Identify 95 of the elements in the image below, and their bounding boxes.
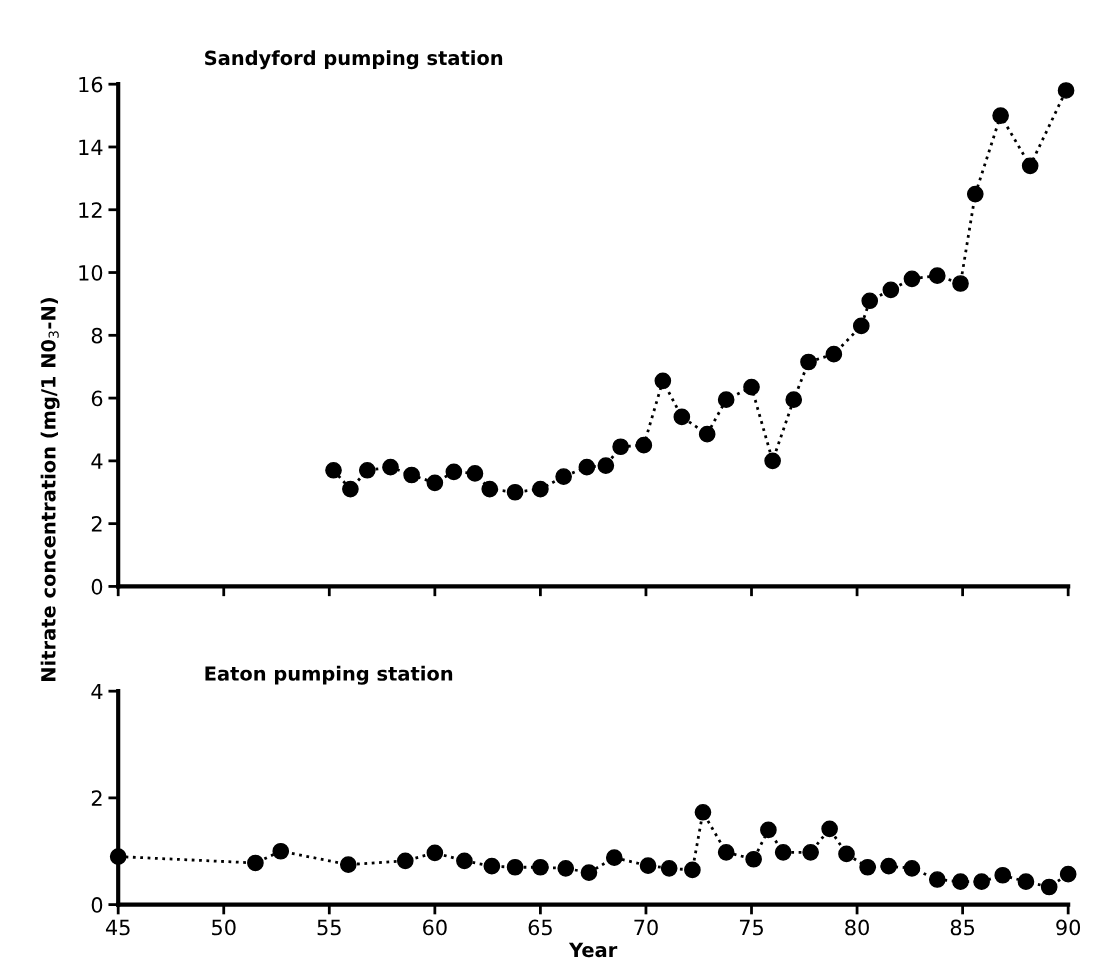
point bbox=[578, 458, 596, 476]
point bbox=[580, 864, 598, 881]
point bbox=[928, 267, 946, 285]
x-tick-label: 50 bbox=[212, 919, 236, 936]
y-tick-label: 2 bbox=[91, 790, 102, 806]
x-tick-label: 70 bbox=[634, 919, 658, 936]
point bbox=[403, 466, 420, 484]
point bbox=[1057, 82, 1075, 99]
point bbox=[698, 425, 716, 443]
point bbox=[325, 461, 342, 479]
y-tick-label: 2 bbox=[91, 516, 102, 532]
point bbox=[717, 391, 735, 408]
point bbox=[426, 474, 444, 492]
point bbox=[247, 854, 264, 872]
point bbox=[952, 275, 969, 292]
point bbox=[764, 452, 781, 470]
point bbox=[1021, 157, 1039, 175]
point bbox=[859, 858, 876, 876]
y-tick-label: 12 bbox=[79, 202, 102, 218]
x-tick-label: 90 bbox=[1056, 919, 1081, 936]
point bbox=[928, 871, 946, 888]
point bbox=[880, 857, 898, 875]
y-tick-label: 0 bbox=[91, 578, 103, 595]
point bbox=[358, 461, 376, 479]
point bbox=[557, 859, 575, 877]
point bbox=[342, 480, 359, 498]
x-axis-title: Year bbox=[568, 942, 618, 958]
point bbox=[774, 843, 792, 861]
point bbox=[952, 873, 969, 890]
y-tick-label: 6 bbox=[91, 390, 103, 407]
y-tick-label: 0 bbox=[91, 897, 103, 913]
point bbox=[973, 873, 990, 890]
point bbox=[483, 857, 501, 875]
point bbox=[426, 844, 444, 862]
point bbox=[694, 803, 712, 821]
point bbox=[466, 465, 484, 482]
point bbox=[445, 463, 463, 481]
x-tick-label: 75 bbox=[739, 919, 763, 936]
point bbox=[717, 843, 735, 861]
point bbox=[992, 107, 1009, 124]
point bbox=[635, 436, 653, 454]
y-tick-label: 16 bbox=[79, 76, 103, 93]
x-tick-label: 65 bbox=[528, 919, 552, 936]
point bbox=[532, 858, 549, 876]
point bbox=[639, 857, 657, 874]
x-tick-label: 85 bbox=[950, 919, 975, 936]
x-tick-label: 60 bbox=[423, 919, 447, 936]
point bbox=[396, 852, 414, 870]
point bbox=[966, 185, 984, 203]
point bbox=[852, 317, 870, 335]
x-tick-label: 55 bbox=[317, 919, 341, 936]
point bbox=[506, 483, 524, 501]
point bbox=[339, 856, 357, 873]
point bbox=[903, 270, 921, 288]
point bbox=[838, 845, 855, 863]
point bbox=[506, 858, 524, 876]
x-tick-label: 45 bbox=[105, 919, 130, 936]
point bbox=[673, 408, 691, 426]
point bbox=[861, 292, 879, 310]
point bbox=[684, 861, 701, 879]
point bbox=[382, 458, 399, 476]
point bbox=[109, 848, 127, 865]
point bbox=[785, 391, 803, 408]
point bbox=[605, 849, 623, 866]
y-tick-label: 4 bbox=[91, 683, 103, 700]
point bbox=[800, 353, 817, 371]
point bbox=[1040, 878, 1058, 896]
point bbox=[882, 281, 900, 299]
chart-title: Eaton pumping station bbox=[205, 665, 453, 685]
point bbox=[825, 345, 843, 363]
point bbox=[903, 859, 921, 877]
point bbox=[555, 468, 572, 485]
y-axis-title: Nitrate concentration (mg/1 N0$_{3}$-N) bbox=[40, 298, 60, 681]
y-tick-label: 14 bbox=[79, 139, 103, 155]
point bbox=[481, 480, 499, 498]
point bbox=[745, 850, 762, 868]
point bbox=[1017, 873, 1035, 890]
point bbox=[802, 843, 819, 861]
point bbox=[743, 378, 760, 396]
y-tick-label: 8 bbox=[91, 327, 103, 344]
y-tick-label: 10 bbox=[79, 264, 103, 281]
point bbox=[821, 820, 838, 838]
point bbox=[654, 372, 672, 390]
point bbox=[660, 859, 678, 877]
point bbox=[456, 852, 473, 870]
point bbox=[1059, 865, 1077, 883]
point bbox=[994, 866, 1012, 884]
point bbox=[760, 821, 777, 839]
chart-title: Sandyford pumping station bbox=[205, 50, 503, 70]
y-tick-label: 4 bbox=[91, 453, 103, 469]
x-tick-label: 80 bbox=[845, 919, 869, 936]
point bbox=[272, 842, 290, 860]
point bbox=[597, 457, 615, 474]
point bbox=[532, 480, 549, 498]
point bbox=[612, 438, 629, 456]
